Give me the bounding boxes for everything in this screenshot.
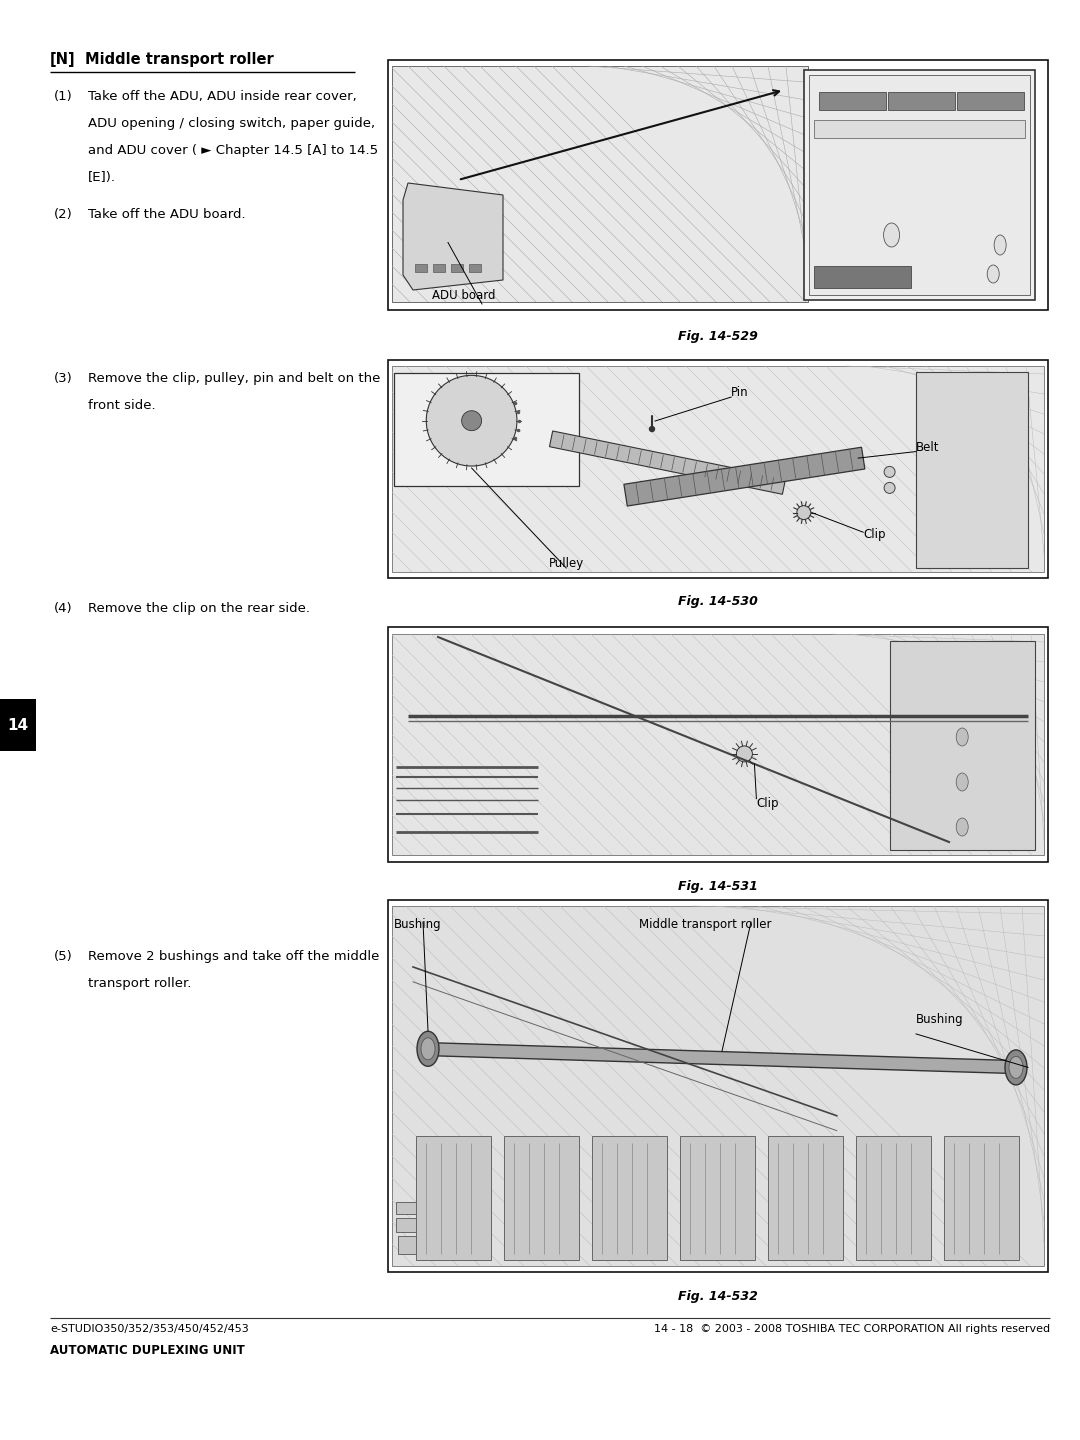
Ellipse shape <box>995 235 1007 255</box>
Text: Remove the clip, pulley, pin and belt on the: Remove the clip, pulley, pin and belt on… <box>87 372 380 384</box>
Text: Pulley: Pulley <box>549 557 584 570</box>
Bar <box>388 60 1048 310</box>
Bar <box>392 906 1044 1266</box>
Text: Bushing: Bushing <box>394 919 442 932</box>
Bar <box>768 1136 843 1260</box>
Text: Fig. 14-531: Fig. 14-531 <box>678 880 758 893</box>
Text: Take off the ADU, ADU inside rear cover,: Take off the ADU, ADU inside rear cover, <box>87 89 356 104</box>
Bar <box>388 360 1048 577</box>
Bar <box>916 372 1028 567</box>
Ellipse shape <box>1005 1050 1027 1084</box>
Bar <box>392 66 808 302</box>
Bar <box>957 92 1024 109</box>
Bar <box>814 120 1025 138</box>
Text: Remove the clip on the rear side.: Remove the clip on the rear side. <box>87 602 310 615</box>
Text: e-STUDIO350/352/353/450/452/453: e-STUDIO350/352/353/450/452/453 <box>50 1323 248 1333</box>
Bar <box>388 900 1048 1272</box>
Text: 14: 14 <box>8 717 28 733</box>
Text: Bushing: Bushing <box>916 1012 963 1025</box>
Circle shape <box>885 467 895 478</box>
Bar <box>394 373 579 487</box>
Bar <box>469 264 481 272</box>
Ellipse shape <box>421 1038 435 1060</box>
Ellipse shape <box>956 729 968 746</box>
Bar <box>819 92 886 109</box>
Polygon shape <box>403 183 503 289</box>
Bar <box>399 1236 436 1254</box>
Text: front side.: front side. <box>87 399 156 412</box>
Text: (1): (1) <box>54 89 72 104</box>
Circle shape <box>461 410 482 431</box>
Ellipse shape <box>956 818 968 837</box>
Text: [N]: [N] <box>50 52 76 68</box>
Circle shape <box>649 426 654 432</box>
Text: Middle transport roller: Middle transport roller <box>85 52 273 68</box>
Bar <box>392 634 1044 855</box>
Bar <box>0 698 36 752</box>
Bar <box>388 626 1048 863</box>
Ellipse shape <box>883 223 900 248</box>
Bar <box>809 75 1030 295</box>
Bar <box>804 71 1035 300</box>
Bar <box>416 1136 491 1260</box>
Polygon shape <box>550 431 785 494</box>
Circle shape <box>885 482 895 494</box>
Bar <box>392 366 1044 572</box>
Bar <box>433 264 445 272</box>
Bar <box>396 1202 418 1214</box>
Text: ADU board: ADU board <box>432 289 496 302</box>
Text: and ADU cover ( ► Chapter 14.5 [A] to 14.5: and ADU cover ( ► Chapter 14.5 [A] to 14… <box>87 144 378 157</box>
Text: Remove 2 bushings and take off the middle: Remove 2 bushings and take off the middl… <box>87 950 379 963</box>
Bar <box>944 1136 1020 1260</box>
Text: Middle transport roller: Middle transport roller <box>638 919 771 932</box>
Bar <box>814 266 910 288</box>
Ellipse shape <box>417 1031 438 1066</box>
Text: Take off the ADU board.: Take off the ADU board. <box>87 207 245 220</box>
Circle shape <box>737 746 753 762</box>
Text: Fig. 14-529: Fig. 14-529 <box>678 330 758 343</box>
Polygon shape <box>624 448 865 505</box>
Bar <box>504 1136 579 1260</box>
Text: (4): (4) <box>54 602 72 615</box>
Bar <box>396 1218 421 1233</box>
Circle shape <box>797 505 811 520</box>
Text: 14 - 18  © 2003 - 2008 TOSHIBA TEC CORPORATION All rights reserved: 14 - 18 © 2003 - 2008 TOSHIBA TEC CORPOR… <box>653 1323 1050 1333</box>
Text: Belt: Belt <box>916 441 940 454</box>
Text: (2): (2) <box>54 207 72 220</box>
Text: Fig. 14-532: Fig. 14-532 <box>678 1290 758 1303</box>
Text: transport roller.: transport roller. <box>87 976 191 991</box>
Text: [E]).: [E]). <box>87 171 116 184</box>
Circle shape <box>427 376 517 467</box>
Bar <box>890 641 1035 850</box>
Text: Fig. 14-530: Fig. 14-530 <box>678 595 758 608</box>
Bar <box>451 264 463 272</box>
Bar <box>415 264 427 272</box>
Ellipse shape <box>987 265 999 284</box>
Bar <box>592 1136 667 1260</box>
Bar <box>888 92 955 109</box>
Text: ADU opening / closing switch, paper guide,: ADU opening / closing switch, paper guid… <box>87 117 375 130</box>
Text: (3): (3) <box>54 372 72 384</box>
Bar <box>856 1136 931 1260</box>
Bar <box>680 1136 755 1260</box>
Ellipse shape <box>1009 1057 1023 1079</box>
Text: AUTOMATIC DUPLEXING UNIT: AUTOMATIC DUPLEXING UNIT <box>50 1344 245 1356</box>
Text: Clip: Clip <box>863 528 886 541</box>
Text: (5): (5) <box>54 950 72 963</box>
Ellipse shape <box>956 773 968 791</box>
Polygon shape <box>418 1043 1026 1074</box>
Text: Pin: Pin <box>731 386 748 399</box>
Text: Clip: Clip <box>756 796 779 809</box>
